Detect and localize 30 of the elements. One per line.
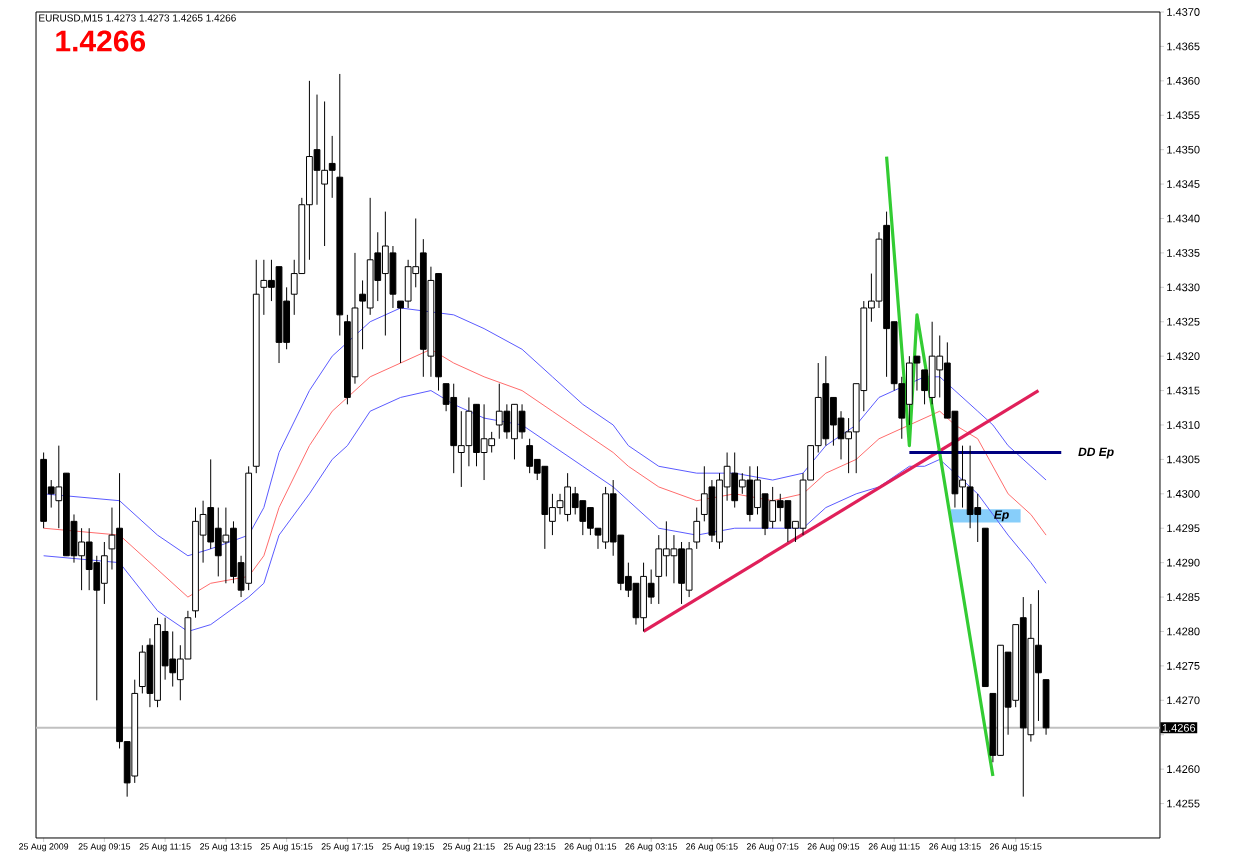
candlestick [511, 403, 518, 460]
annotation: 1.4266 [56, 30, 146, 52]
candlestick [670, 534, 678, 584]
candlestick [321, 100, 328, 247]
candlestick [905, 355, 913, 426]
candlestick [78, 527, 85, 591]
candlestick [587, 507, 594, 536]
candlestick [678, 541, 685, 605]
candlestick [526, 438, 534, 474]
candlestick [381, 211, 389, 336]
candlestick [776, 493, 784, 522]
candlestick [518, 403, 526, 440]
candlestick [564, 472, 571, 522]
candlestick [974, 493, 982, 543]
candlestick [488, 431, 496, 454]
candlestick [214, 507, 222, 577]
candlestick [731, 452, 739, 509]
candlestick [640, 562, 647, 632]
line-series [884, 154, 995, 778]
candlestick [495, 383, 503, 440]
candlestick [138, 644, 146, 694]
candlestick [746, 465, 754, 522]
candlestick [480, 403, 488, 481]
candlestick [784, 500, 792, 543]
candlestick [655, 534, 663, 605]
candlestick [222, 507, 230, 584]
candlestick [928, 321, 936, 405]
candlestick [662, 520, 670, 577]
candlestick [571, 486, 579, 515]
candlestick [769, 486, 777, 529]
